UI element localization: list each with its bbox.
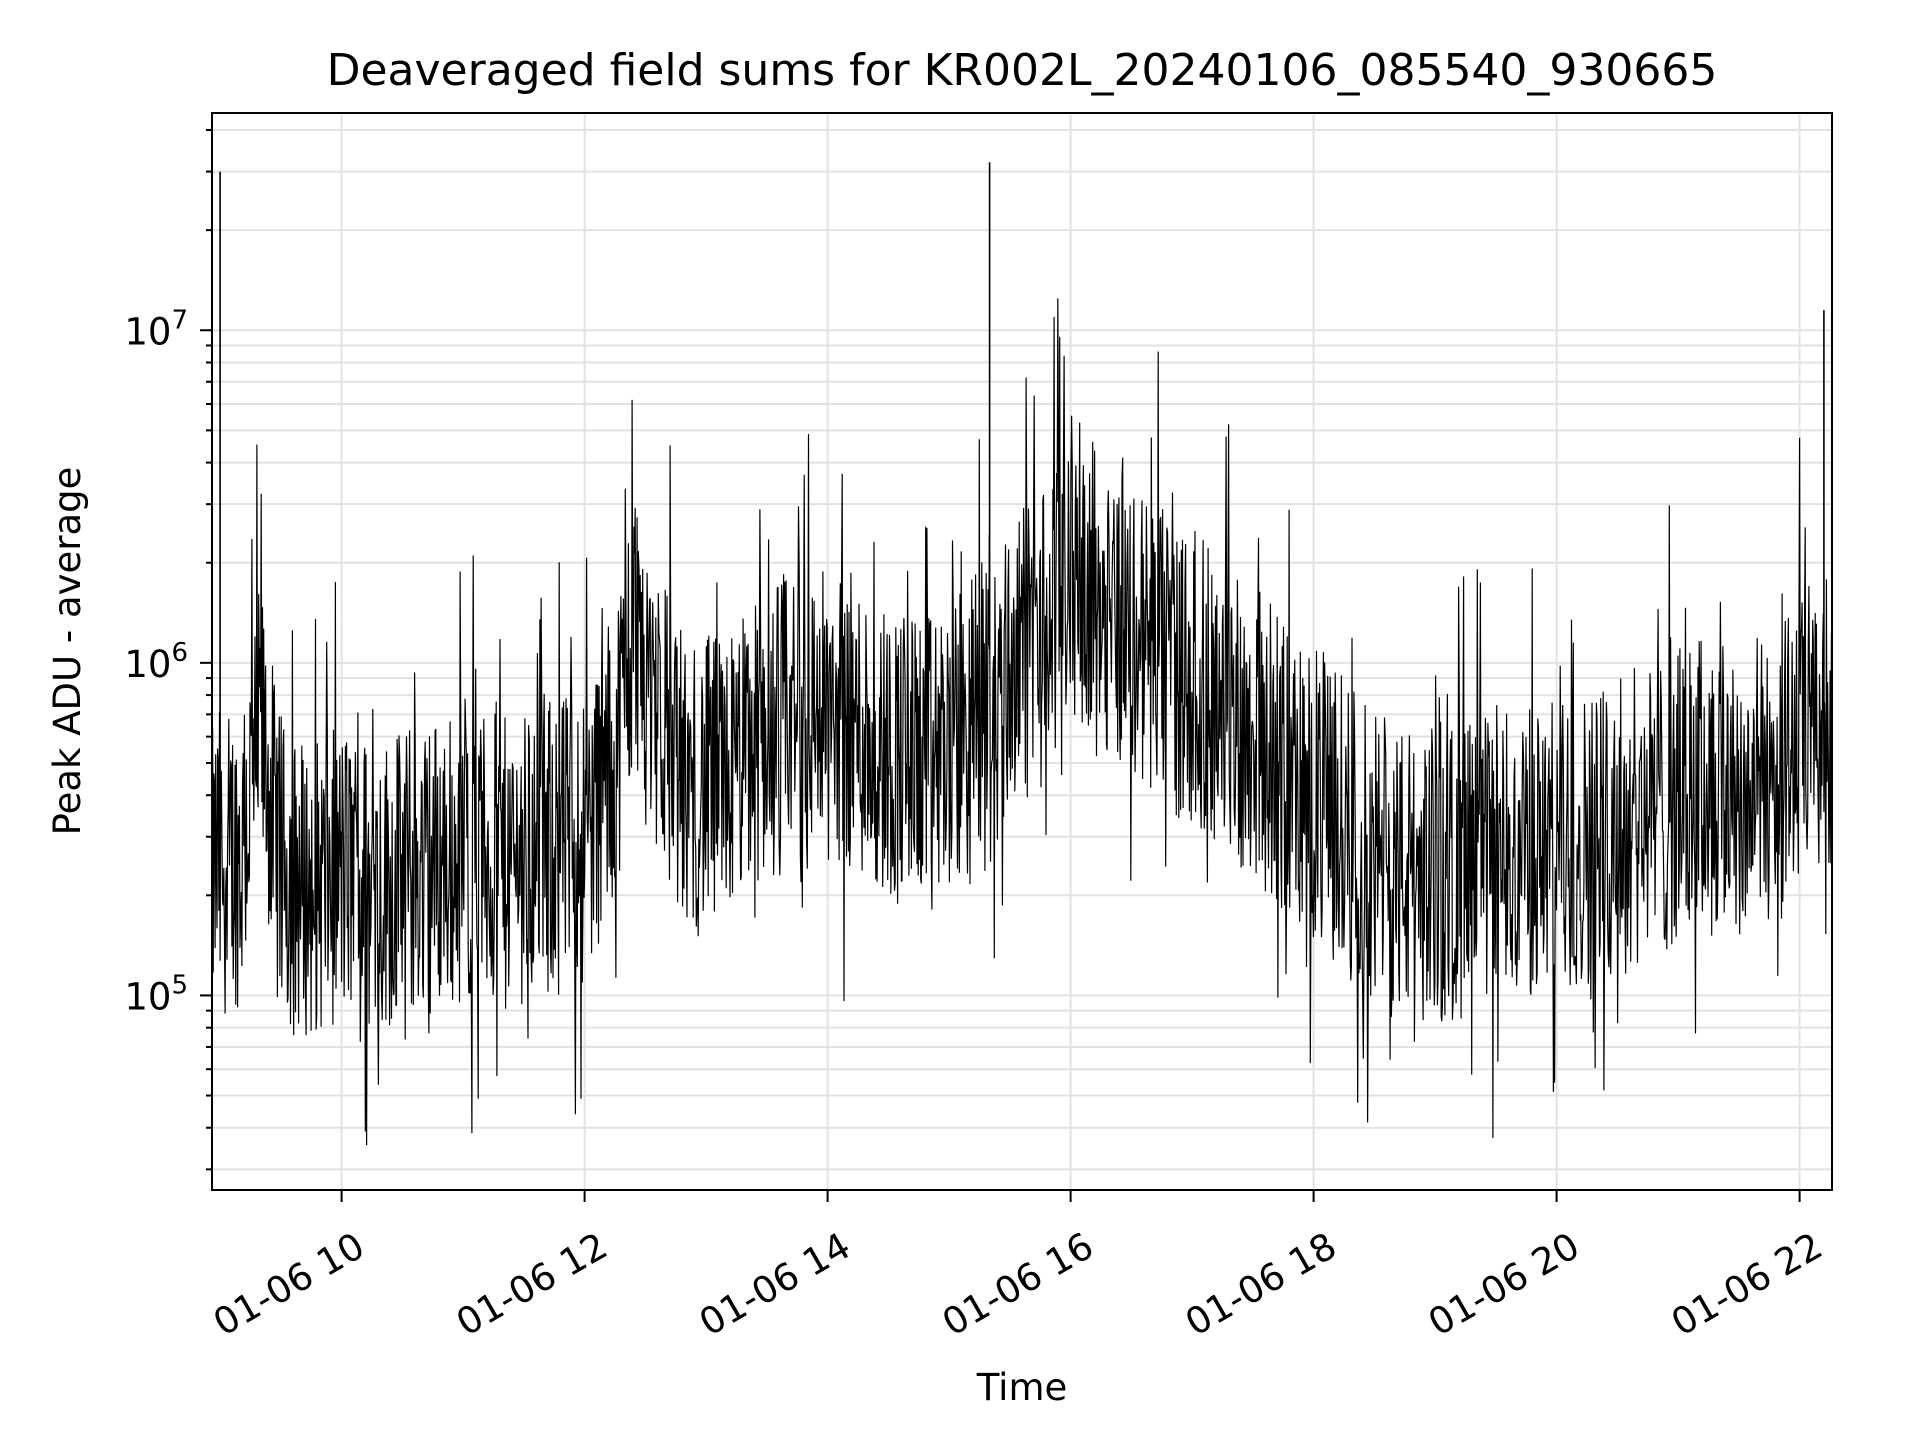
- y-tick-label: 106: [124, 638, 188, 686]
- y-tick-label: 107: [124, 305, 188, 353]
- chart-title: Deaveraged field sums for KR002L_2024010…: [327, 45, 1718, 96]
- series-layer: [211, 162, 1833, 1146]
- x-axis-label: Time: [976, 1366, 1068, 1409]
- plot-frame: [211, 112, 1833, 1191]
- y-axis-label: Peak ADU - average: [46, 467, 89, 836]
- series-line: [211, 298, 1833, 1146]
- y-tick-label: 105: [124, 970, 188, 1018]
